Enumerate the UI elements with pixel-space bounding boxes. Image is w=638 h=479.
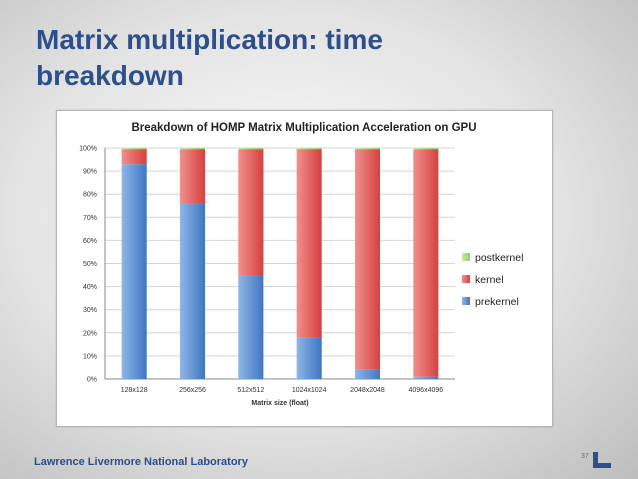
x-tick-label: 1024x1024 xyxy=(292,387,327,394)
legend-label-prekernel: prekernel xyxy=(475,296,519,308)
y-tick-label: 10% xyxy=(83,353,97,360)
bar-segment-kernel xyxy=(413,149,439,377)
stacked-bar-chart: Breakdown of HOMP Matrix Multiplication … xyxy=(79,122,523,407)
y-tick-label: 30% xyxy=(83,307,97,314)
bar-segment-postkernel xyxy=(354,148,381,150)
bar-segment-prekernel xyxy=(121,164,147,379)
y-tick-label: 20% xyxy=(83,330,97,337)
y-tick-label: 90% xyxy=(83,169,97,176)
bar-segment-kernel xyxy=(238,149,264,276)
bar-segment-postkernel xyxy=(413,148,439,150)
y-tick-label: 50% xyxy=(83,261,97,268)
y-tick-label: 40% xyxy=(83,284,97,291)
x-tick-label: 128x128 xyxy=(121,387,148,394)
legend-swatch-kernel xyxy=(462,275,470,283)
bar-segment-kernel xyxy=(354,149,381,370)
bar-segment-prekernel xyxy=(296,337,322,379)
legend-swatch-prekernel xyxy=(462,297,470,305)
bar-segment-prekernel xyxy=(413,376,439,379)
legend-label-kernel: kernel xyxy=(475,274,504,286)
y-tick-label: 100% xyxy=(79,146,97,153)
bar-segment-kernel xyxy=(179,149,206,204)
x-axis-label: Matrix size (float) xyxy=(251,400,308,407)
bar-segment-kernel xyxy=(296,149,322,338)
chart-frame: Breakdown of HOMP Matrix Multiplication … xyxy=(56,110,553,427)
bar-segment-postkernel xyxy=(296,148,322,150)
bar-segment-prekernel xyxy=(238,275,264,379)
legend-swatch-postkernel xyxy=(462,253,470,261)
x-tick-label: 256x256 xyxy=(179,387,206,394)
x-tick-label: 4096x4096 xyxy=(409,387,444,394)
bar-segment-prekernel xyxy=(179,203,206,379)
chart-title: Breakdown of HOMP Matrix Multiplication … xyxy=(131,122,476,134)
bar-segment-postkernel xyxy=(238,148,264,150)
legend-label-postkernel: postkernel xyxy=(475,252,523,264)
footer-label: Lawrence Livermore National Laboratory xyxy=(34,456,248,468)
y-tick-label: 80% xyxy=(83,192,97,199)
bar-segment-kernel xyxy=(121,149,147,165)
bar-segment-postkernel xyxy=(121,148,147,150)
bar-segment-prekernel xyxy=(354,369,381,379)
x-tick-label: 512x512 xyxy=(237,387,264,394)
bar-segment-postkernel xyxy=(179,148,206,150)
y-tick-label: 60% xyxy=(83,238,97,245)
y-tick-label: 0% xyxy=(87,377,97,384)
y-tick-label: 70% xyxy=(83,215,97,222)
page-number: 37 xyxy=(581,453,589,460)
lab-logo-icon xyxy=(593,452,611,468)
slide-title: Matrix multiplication: time breakdown xyxy=(36,24,383,91)
x-tick-label: 2048x2048 xyxy=(350,387,385,394)
